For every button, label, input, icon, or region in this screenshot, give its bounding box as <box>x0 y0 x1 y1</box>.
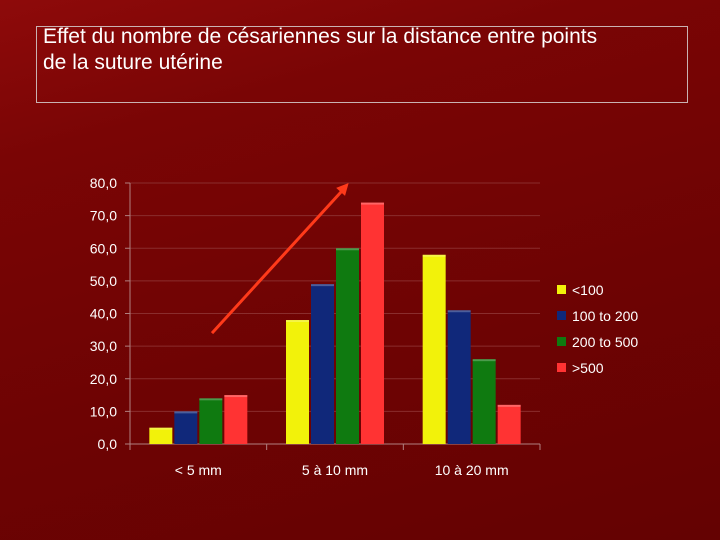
legend-swatch <box>557 337 566 346</box>
bar-highlight <box>149 427 173 430</box>
arrow-head <box>336 183 349 196</box>
legend-swatch <box>557 311 566 320</box>
legend-label: 100 to 200 <box>572 308 638 324</box>
y-tick-label: 0,0 <box>98 436 118 452</box>
bar <box>472 359 496 444</box>
y-axis: 0,0 10,0 20,0 30,0 40,0 50,0 60,0 70,0 80,0 <box>90 175 131 452</box>
x-tick-label: < 5 mm <box>175 462 222 478</box>
bar <box>336 248 359 444</box>
bar-highlight <box>497 404 521 407</box>
y-tick-label: 50,0 <box>90 273 117 289</box>
bar-highlight <box>447 310 471 313</box>
y-tick-label: 20,0 <box>90 371 117 387</box>
bar-highlight <box>422 254 446 257</box>
bar-highlight <box>174 411 198 414</box>
legend: <100 100 to 200 200 to 500 >500 <box>557 282 638 376</box>
legend-label: >500 <box>572 360 604 376</box>
grid-lines <box>130 182 540 445</box>
bar-highlight <box>199 398 223 401</box>
y-tick-label: 10,0 <box>90 403 117 419</box>
arrow-shaft <box>210 186 346 335</box>
bar-highlight <box>224 395 248 398</box>
bar-highlight <box>361 202 384 205</box>
legend-label: <100 <box>572 282 604 298</box>
bar <box>447 310 471 444</box>
legend-swatch <box>557 285 566 294</box>
bars <box>149 202 521 444</box>
legend-swatch <box>557 363 566 372</box>
bar-highlight <box>311 284 334 287</box>
bar-highlight <box>336 248 359 251</box>
bar <box>224 395 248 444</box>
bar-highlight <box>286 320 309 323</box>
y-tick-label: 70,0 <box>90 208 117 224</box>
bar <box>361 202 384 444</box>
bar <box>149 427 173 444</box>
bar <box>311 284 334 444</box>
bar <box>286 320 309 444</box>
trend-arrow <box>210 183 349 335</box>
x-axis: < 5 mm 5 à 10 mm 10 à 20 mm <box>129 443 541 478</box>
bar <box>422 254 446 444</box>
slide-title: Effet du nombre de césariennes sur la di… <box>43 25 598 74</box>
y-tick-label: 40,0 <box>90 306 117 322</box>
bar-highlight <box>472 359 496 362</box>
y-tick-label: 60,0 <box>90 240 117 256</box>
x-tick-label: 10 à 20 mm <box>435 462 509 478</box>
x-tick-label: 5 à 10 mm <box>302 462 368 478</box>
y-tick-label: 80,0 <box>90 175 117 191</box>
bar <box>199 398 223 444</box>
title-frame <box>36 26 688 103</box>
bar <box>497 404 521 444</box>
y-tick-label: 30,0 <box>90 338 117 354</box>
bar <box>174 411 198 444</box>
legend-label: 200 to 500 <box>572 334 638 350</box>
